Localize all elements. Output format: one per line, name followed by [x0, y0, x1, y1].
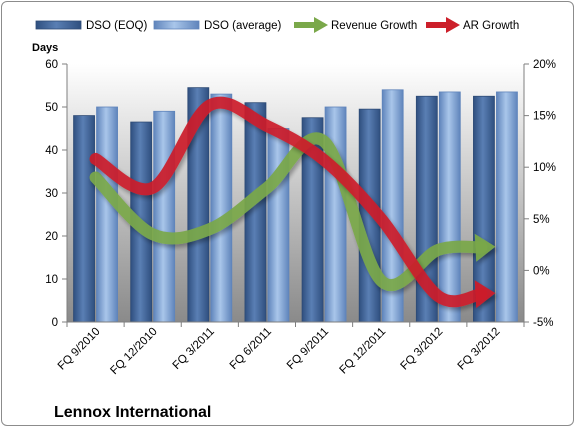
arrowhead-ar-growth	[474, 280, 496, 309]
y-tick-label: 60	[45, 59, 58, 71]
x-tick-label: FQ 9/2010	[56, 326, 103, 373]
bar-dso-average	[210, 93, 233, 323]
x-tick-label: FQ 3/2011	[171, 326, 217, 372]
legend-label-ar-growth: AR Growth	[463, 20, 519, 32]
company-name: Lennox International	[54, 404, 211, 421]
x-tick-label: FQ 12/2010	[108, 326, 159, 377]
legend-swatch-dso-eoq	[35, 20, 82, 30]
y2-tick-label: 10%	[533, 162, 556, 174]
y-tick-label: 10	[45, 274, 58, 286]
legend-arrowhead-revenue-growth	[314, 17, 328, 33]
bar-dso-average	[96, 106, 118, 323]
legend: DSO (EOQ) DSO (average) Revenue Growth A…	[35, 17, 519, 33]
x-tick-label: FQ 3/2012	[456, 326, 503, 373]
legend-item-ar-growth[interactable]: AR Growth	[426, 17, 519, 33]
legend-item-dso-average[interactable]: DSO (average)	[153, 20, 282, 32]
arrowhead-revenue-growth	[474, 233, 496, 262]
y-tick-label: 30	[45, 188, 58, 200]
legend-item-dso-eoq[interactable]: DSO (EOQ)	[35, 20, 148, 32]
y-tick-label: 0	[52, 317, 58, 329]
x-tick-label: FQ 9/2011	[285, 326, 331, 372]
legend-label-dso-eoq: DSO (EOQ)	[86, 20, 148, 32]
line-layer	[89, 96, 496, 309]
y2-tick-label: 20%	[533, 59, 556, 71]
legend-item-revenue-growth[interactable]: Revenue Growth	[294, 17, 417, 33]
y-axis-title: Days	[32, 42, 58, 54]
y2-tick-label: 0%	[533, 265, 550, 277]
series-line-ar-growth	[89, 96, 488, 308]
legend-swatch-dso-average	[153, 20, 200, 30]
y-tick-label: 20	[45, 231, 58, 243]
x-tick-label: FQ 3/2012	[399, 326, 446, 373]
bar-dso-average	[438, 91, 461, 323]
legend-arrowhead-ar-growth	[446, 17, 460, 33]
y2-tick-label: 5%	[533, 214, 550, 226]
y2-tick-label: -5%	[533, 317, 553, 329]
y-tick-label: 40	[45, 145, 58, 157]
legend-label-dso-average: DSO (average)	[204, 20, 282, 32]
legend-label-revenue-growth: Revenue Growth	[331, 20, 417, 32]
y2-tick-label: 15%	[533, 111, 556, 123]
bar-dso-average	[153, 110, 176, 323]
bar-dso-average	[496, 91, 518, 323]
bar-dso-eoq	[244, 102, 267, 323]
y-tick-label: 50	[45, 102, 58, 114]
bar-dso-eoq	[73, 115, 95, 323]
x-tick-label: FQ 6/2011	[228, 326, 274, 372]
x-tick-label: FQ 12/2011	[337, 326, 388, 377]
